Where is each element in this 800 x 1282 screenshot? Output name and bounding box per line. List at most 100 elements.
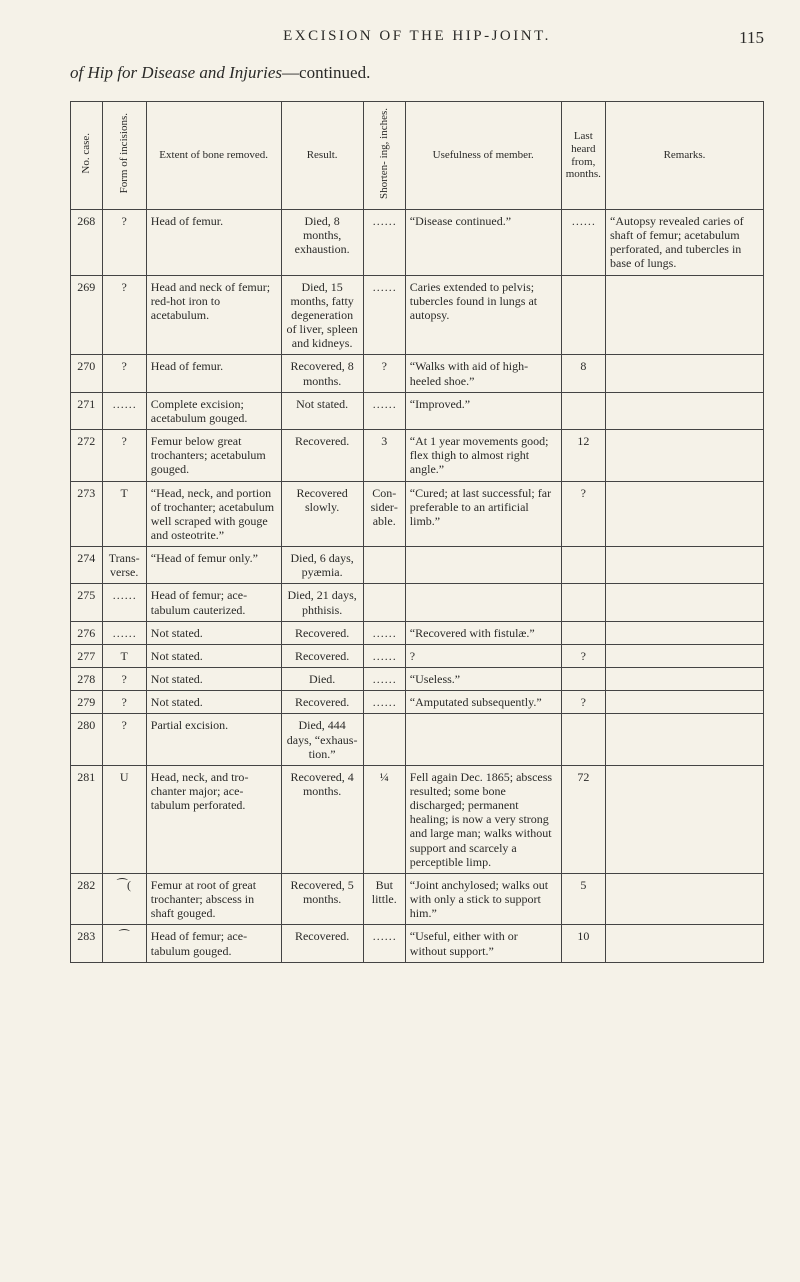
cell: Head of femur; ace­tabulum cauter­ized.	[146, 584, 281, 621]
cell: T	[102, 644, 146, 667]
cell: “Cured; at last success­ful; far prefera…	[405, 481, 561, 547]
th-extent-label: Extent of bone removed.	[159, 149, 268, 161]
cell	[561, 275, 605, 355]
cell: Not stated.	[146, 621, 281, 644]
cell: Died, 15 months, fatty de­generation of …	[281, 275, 363, 355]
cell: ¼	[363, 765, 405, 873]
cell	[606, 430, 764, 481]
table-body: 268?Head of femur.Died, 8 months, exhaus…	[71, 210, 764, 963]
cell	[363, 584, 405, 621]
cell	[561, 621, 605, 644]
running-head-text: EXCISION OF THE HIP-JOINT.	[283, 28, 551, 45]
cell	[606, 765, 764, 873]
cell: ?	[102, 275, 146, 355]
cell: Recovered.	[281, 691, 363, 714]
cell	[561, 668, 605, 691]
cell: Recovered.	[281, 925, 363, 962]
cell: U	[102, 765, 146, 873]
cell: 279	[71, 691, 103, 714]
table-row: 268?Head of femur.Died, 8 months, exhaus…	[71, 210, 764, 276]
cell: 276	[71, 621, 103, 644]
cell: ……	[363, 668, 405, 691]
cell	[606, 481, 764, 547]
table-row: 283⁀Head of femur; ace­tabulum gouged.Re…	[71, 925, 764, 962]
cell: Con­sider­able.	[363, 481, 405, 547]
table-row: 272?Femur below great trochanters; aceta…	[71, 430, 764, 481]
cell: ?	[561, 644, 605, 667]
cell: ……	[561, 210, 605, 276]
table-row: 271……Complete excision; acetabulum gouge…	[71, 392, 764, 429]
th-no: No. case.	[71, 102, 103, 210]
cell: ?	[102, 430, 146, 481]
cell: ……	[363, 925, 405, 962]
table-row: 270?Head of femur.Recovered, 8 months.?“…	[71, 355, 764, 392]
cell: Head, neck, and tro­chanter major; ace­t…	[146, 765, 281, 873]
cell: Died, 444 days, “exhaus­tion.”	[281, 714, 363, 765]
th-usefulness: Usefulness of member.	[405, 102, 561, 210]
cell: ……	[102, 621, 146, 644]
page-number: 115	[739, 28, 764, 48]
cell	[363, 547, 405, 584]
cell	[606, 621, 764, 644]
cell: 269	[71, 275, 103, 355]
cell	[405, 584, 561, 621]
cell: Not stated.	[146, 691, 281, 714]
cell: ?	[363, 355, 405, 392]
table-row: 269?Head and neck of femur; red-hot iron…	[71, 275, 764, 355]
cell: 282	[71, 873, 103, 924]
header-row: No. case. Form of incisions. Extent of b…	[71, 102, 764, 210]
table-row: 279?Not stated.Recovered.……“Amputated su…	[71, 691, 764, 714]
cell: Recovered.	[281, 644, 363, 667]
th-remarks: Remarks.	[606, 102, 764, 210]
cell: Died, 6 days, pyæmia.	[281, 547, 363, 584]
cell: ?	[405, 644, 561, 667]
cell: “At 1 year movements good; flex thigh to…	[405, 430, 561, 481]
cell: “Amputated subsequent­ly.”	[405, 691, 561, 714]
cell	[561, 547, 605, 584]
cell: 3	[363, 430, 405, 481]
cell: Died.	[281, 668, 363, 691]
table-row: 274Trans- verse.“Head of femur only.”Die…	[71, 547, 764, 584]
cell: Recovered.	[281, 621, 363, 644]
table-row: 273T“Head, neck, and portion of trochan­…	[71, 481, 764, 547]
cell: 268	[71, 210, 103, 276]
cell	[606, 714, 764, 765]
subtitle-tail: —continued.	[282, 63, 370, 82]
cell: ……	[363, 644, 405, 667]
cell	[606, 644, 764, 667]
cell	[561, 392, 605, 429]
cell	[405, 547, 561, 584]
cell: 277	[71, 644, 103, 667]
cell: 273	[71, 481, 103, 547]
th-remarks-label: Remarks.	[664, 149, 706, 161]
cell	[606, 547, 764, 584]
cell: 283	[71, 925, 103, 962]
cell: ?	[561, 481, 605, 547]
cell: 275	[71, 584, 103, 621]
cell: Recovered slowly.	[281, 481, 363, 547]
cell: “Head, neck, and portion of trochan­ter;…	[146, 481, 281, 547]
cell: Femur below great trochanters; aceta­bul…	[146, 430, 281, 481]
cell: 278	[71, 668, 103, 691]
subtitle-italic: of Hip for Disease and Injuries	[70, 63, 282, 82]
cell: ……	[363, 392, 405, 429]
cell: Recovered, 5 months.	[281, 873, 363, 924]
th-result: Result.	[281, 102, 363, 210]
cell: Head and neck of femur; red-hot iron to …	[146, 275, 281, 355]
cell: Recovered.	[281, 430, 363, 481]
cell: ……	[102, 584, 146, 621]
table-row: 276……Not stated.Recovered.……“Recovered w…	[71, 621, 764, 644]
excision-table: No. case. Form of incisions. Extent of b…	[70, 101, 764, 963]
table-row: 281UHead, neck, and tro­chanter major; a…	[71, 765, 764, 873]
th-usefulness-label: Usefulness of member.	[433, 149, 534, 161]
cell: ?	[102, 668, 146, 691]
cell: ……	[363, 275, 405, 355]
cell: 280	[71, 714, 103, 765]
cell	[606, 691, 764, 714]
page: EXCISION OF THE HIP-JOINT. 115 of Hip fo…	[0, 0, 800, 1282]
cell: 10	[561, 925, 605, 962]
cell: Partial excision.	[146, 714, 281, 765]
cell: 272	[71, 430, 103, 481]
cell	[606, 355, 764, 392]
cell: But little.	[363, 873, 405, 924]
